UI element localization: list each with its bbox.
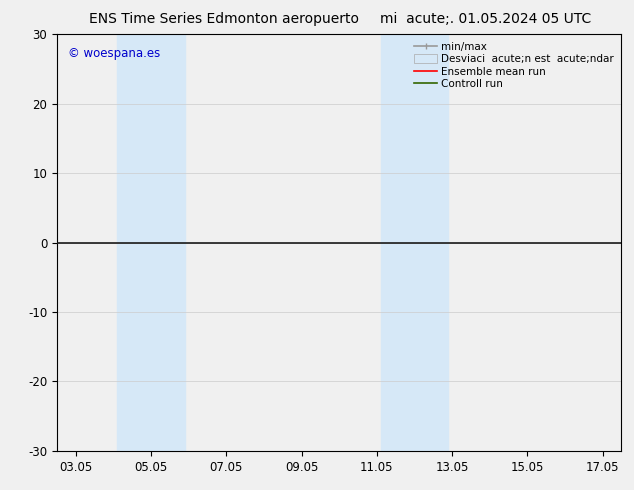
Text: mi  acute;. 01.05.2024 05 UTC: mi acute;. 01.05.2024 05 UTC <box>380 12 592 26</box>
Bar <box>117 34 185 451</box>
Bar <box>380 34 448 451</box>
Text: ENS Time Series Edmonton aeropuerto: ENS Time Series Edmonton aeropuerto <box>89 12 359 26</box>
Text: © woespana.es: © woespana.es <box>68 47 160 60</box>
Legend: min/max, Desviaci  acute;n est  acute;ndar, Ensemble mean run, Controll run: min/max, Desviaci acute;n est acute;ndar… <box>412 40 616 92</box>
